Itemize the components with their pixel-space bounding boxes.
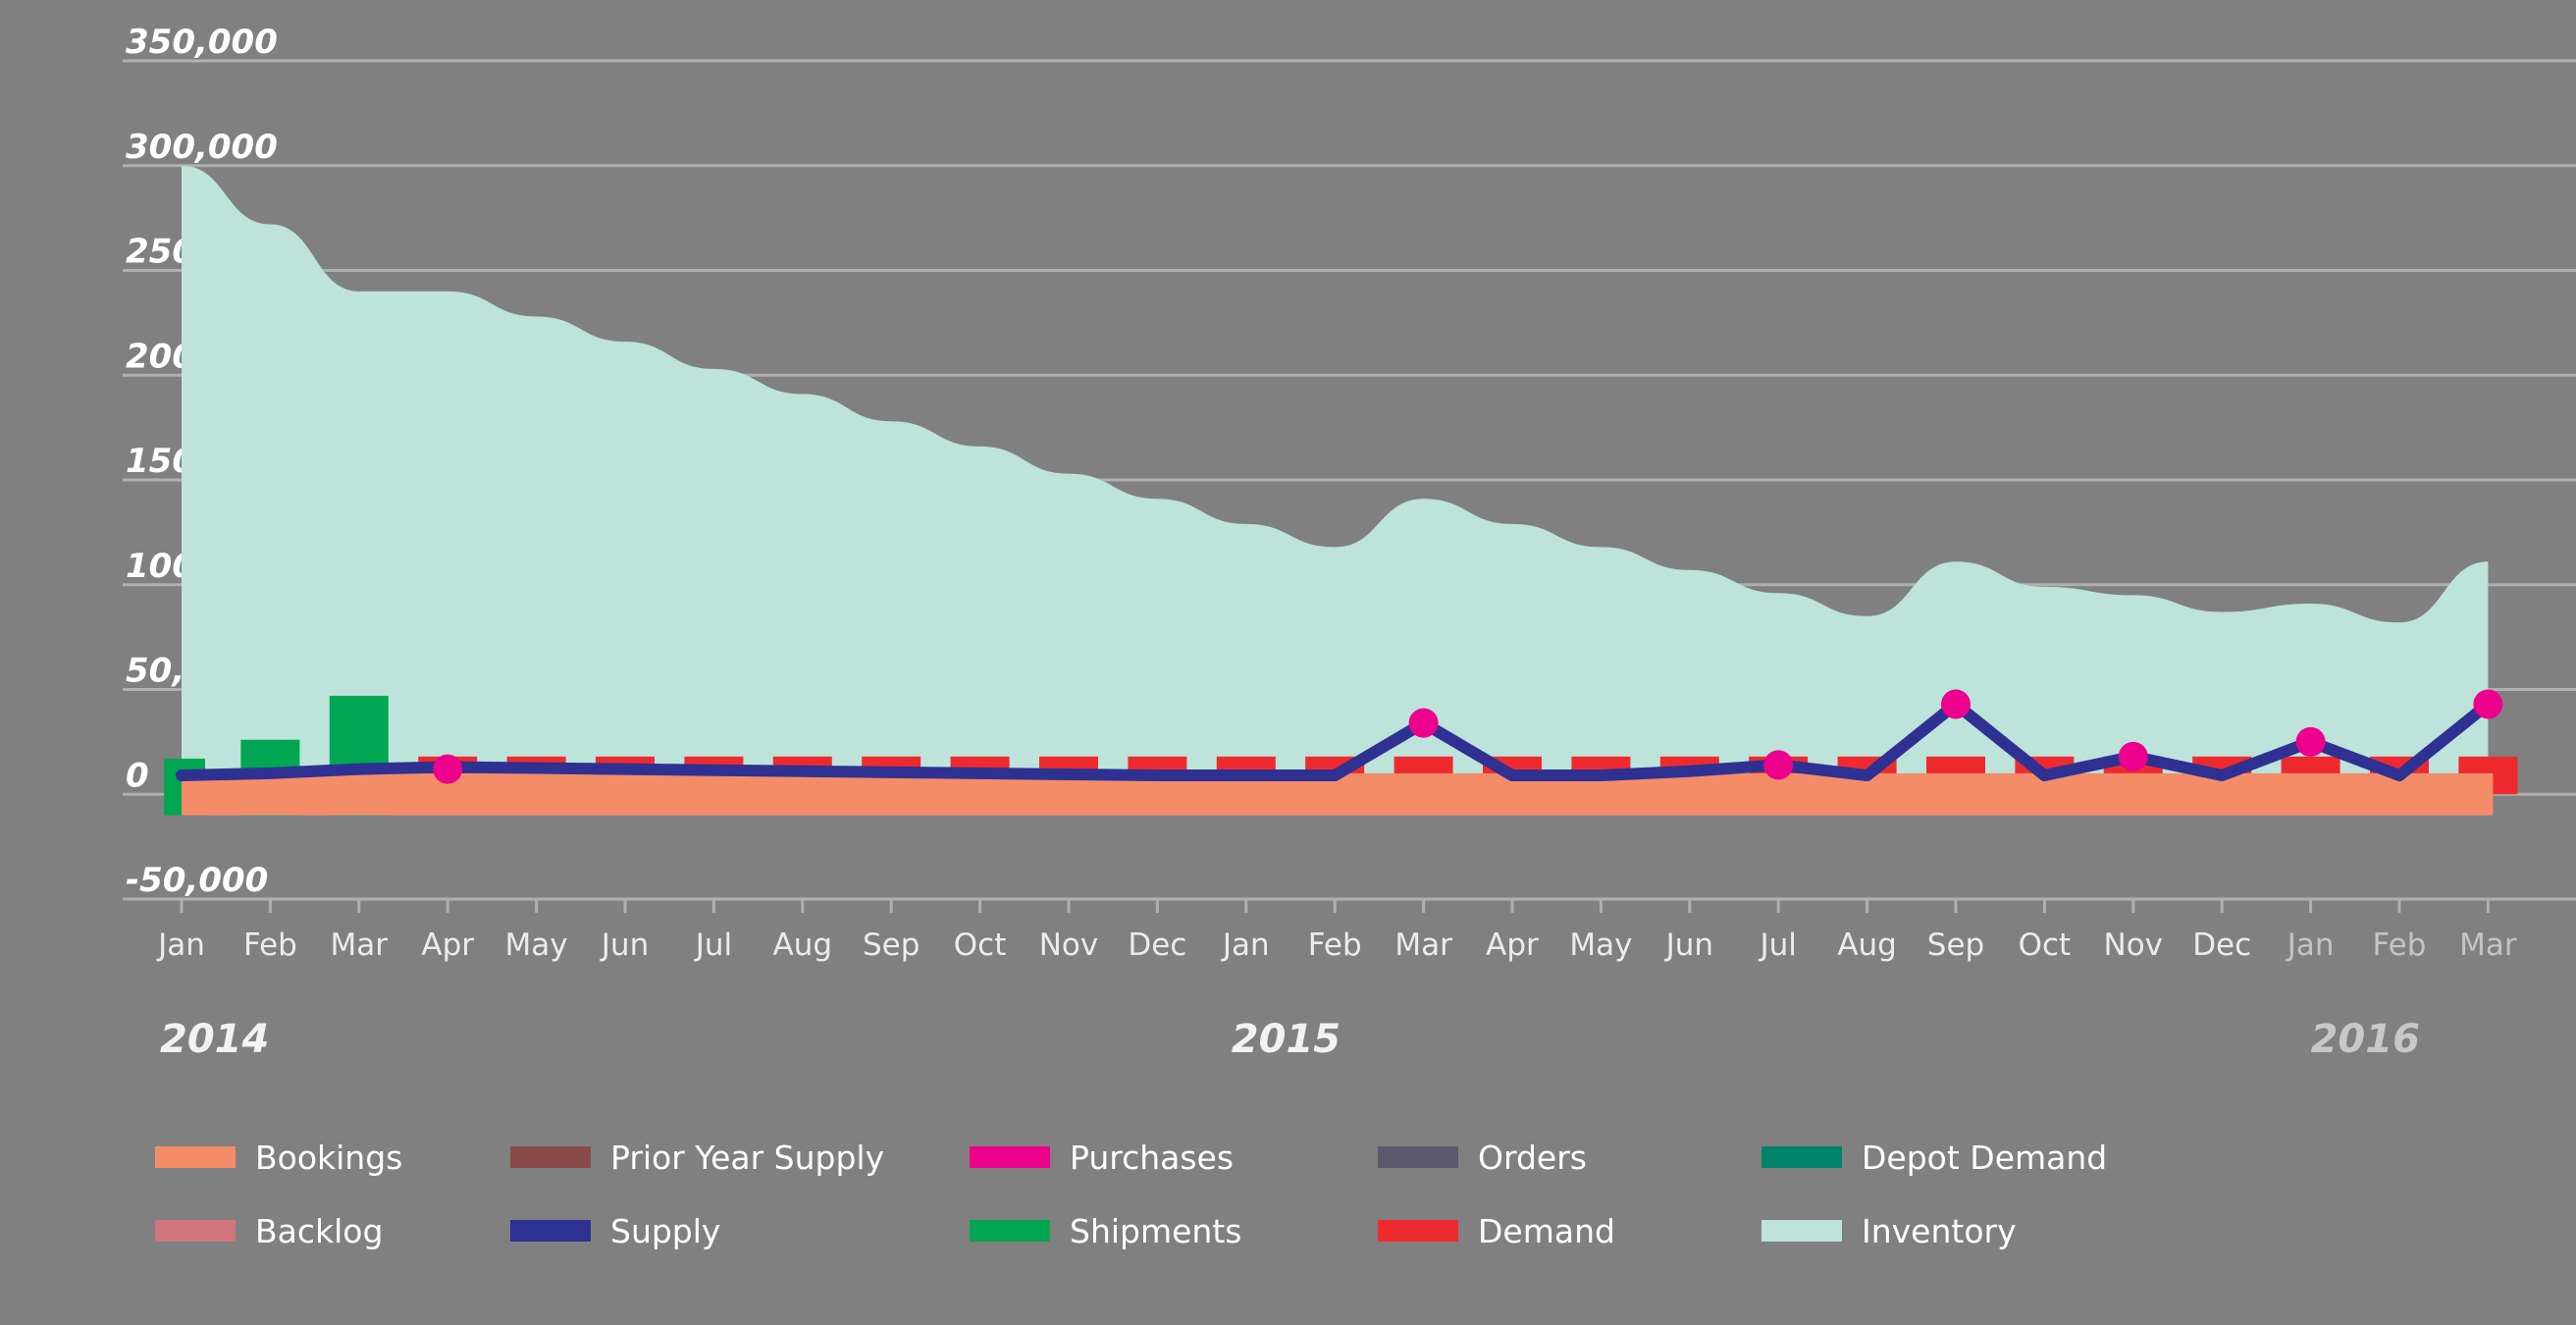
x-tick-label: Feb [1308, 928, 1362, 963]
x-tick-label: Dec [1128, 928, 1186, 963]
x-tick-label: Mar [2459, 928, 2517, 963]
legend-swatch [1761, 1220, 1842, 1242]
legend-item-supply: Supply [510, 1212, 720, 1250]
legend-item-shipments: Shipments [970, 1212, 1241, 1250]
y-tick-label: 350,000 [126, 23, 278, 62]
legend-item-bookings: Bookings [155, 1139, 402, 1177]
x-tick-label: Jan [2286, 928, 2335, 963]
legend-label: Inventory [1862, 1212, 2017, 1250]
legend-label: Demand [1478, 1212, 1615, 1250]
purchases-point [2473, 689, 2503, 719]
x-tick-label: Dec [2192, 928, 2251, 963]
legend-swatch [155, 1146, 236, 1168]
legend-item-demand: Demand [1378, 1212, 1615, 1250]
y-tick-label: 0 [126, 756, 149, 795]
x-tick-label: Jan [1221, 928, 1270, 963]
legend-item-inventory: Inventory [1761, 1212, 2017, 1250]
x-tick-label: Nov [2104, 928, 2164, 963]
y-tick-label: -50,000 [126, 861, 268, 900]
x-tick-label: Jun [1664, 928, 1713, 963]
x-tick-label: Aug [1837, 928, 1897, 963]
x-tick-label: Oct [954, 928, 1007, 963]
year-label-2014: 2014 [160, 1017, 269, 1062]
x-tick-label: Apr [1486, 928, 1539, 963]
legend-item-prior-year-supply: Prior Year Supply [510, 1139, 884, 1177]
inventory-area [182, 165, 2489, 795]
x-tick-label: May [505, 928, 568, 963]
legend-label: Prior Year Supply [610, 1139, 884, 1177]
purchases-point [2118, 741, 2148, 771]
legend-swatch [155, 1220, 236, 1242]
purchases-point [1763, 750, 1794, 780]
legend-swatch [970, 1220, 1050, 1242]
inventory-series [182, 165, 2489, 795]
supply-series [176, 698, 2495, 782]
year-label-2015: 2015 [1232, 1017, 1341, 1062]
supply-line [176, 698, 2495, 782]
x-tick-label: Jul [1758, 928, 1796, 963]
purchases-series [433, 689, 2503, 784]
legend-label: Backlog [255, 1212, 383, 1250]
legend-label: Orders [1478, 1139, 1587, 1177]
x-tick-label: Aug [773, 928, 833, 963]
legend-swatch [1761, 1146, 1842, 1168]
legend-label: Bookings [255, 1139, 402, 1177]
legend: Bookings Prior Year Supply Purchases Orders… [155, 1139, 2107, 1250]
x-tick-label: Feb [2373, 928, 2427, 963]
legend-item-orders: Orders [1378, 1139, 1587, 1177]
legend-label: Depot Demand [1862, 1139, 2107, 1177]
x-tick-label: May [1569, 928, 1632, 963]
legend-item-depot-demand: Depot Demand [1761, 1139, 2107, 1177]
legend-label: Purchases [1070, 1139, 1234, 1177]
legend-swatch [1378, 1220, 1458, 1242]
x-axis: Jan Feb Mar Apr May Jun Jul Aug Sep Oct Nov Dec Jan F… [156, 899, 2517, 1062]
legend-label: Shipments [1070, 1212, 1241, 1250]
x-tick-label: Sep [863, 928, 920, 963]
legend-item-purchases: Purchases [970, 1139, 1234, 1177]
x-tick-label: Sep [1927, 928, 1984, 963]
purchases-point [1941, 689, 1971, 719]
purchases-point [1408, 708, 1439, 738]
legend-swatch [970, 1146, 1050, 1168]
legend-item-backlog: Backlog [155, 1212, 383, 1250]
year-label-2016: 2016 [2311, 1017, 2420, 1062]
legend-swatch [1378, 1146, 1458, 1168]
x-tick-label: Mar [1394, 928, 1452, 963]
purchases-point [2295, 726, 2326, 757]
x-tick-label: Feb [243, 928, 297, 963]
x-tick-label: Jun [600, 928, 649, 963]
x-tick-label: Jan [156, 928, 205, 963]
x-tick-label: Oct [2019, 928, 2072, 963]
x-tick-label: Apr [421, 928, 474, 963]
legend-swatch [510, 1220, 591, 1242]
purchases-point [433, 754, 463, 784]
x-tick-label: Jul [694, 928, 732, 963]
y-tick-label: 300,000 [126, 128, 278, 167]
legend-label: Supply [610, 1212, 720, 1250]
x-tick-label: Mar [331, 928, 389, 963]
legend-swatch [510, 1146, 591, 1168]
x-tick-label: Nov [1039, 928, 1099, 963]
